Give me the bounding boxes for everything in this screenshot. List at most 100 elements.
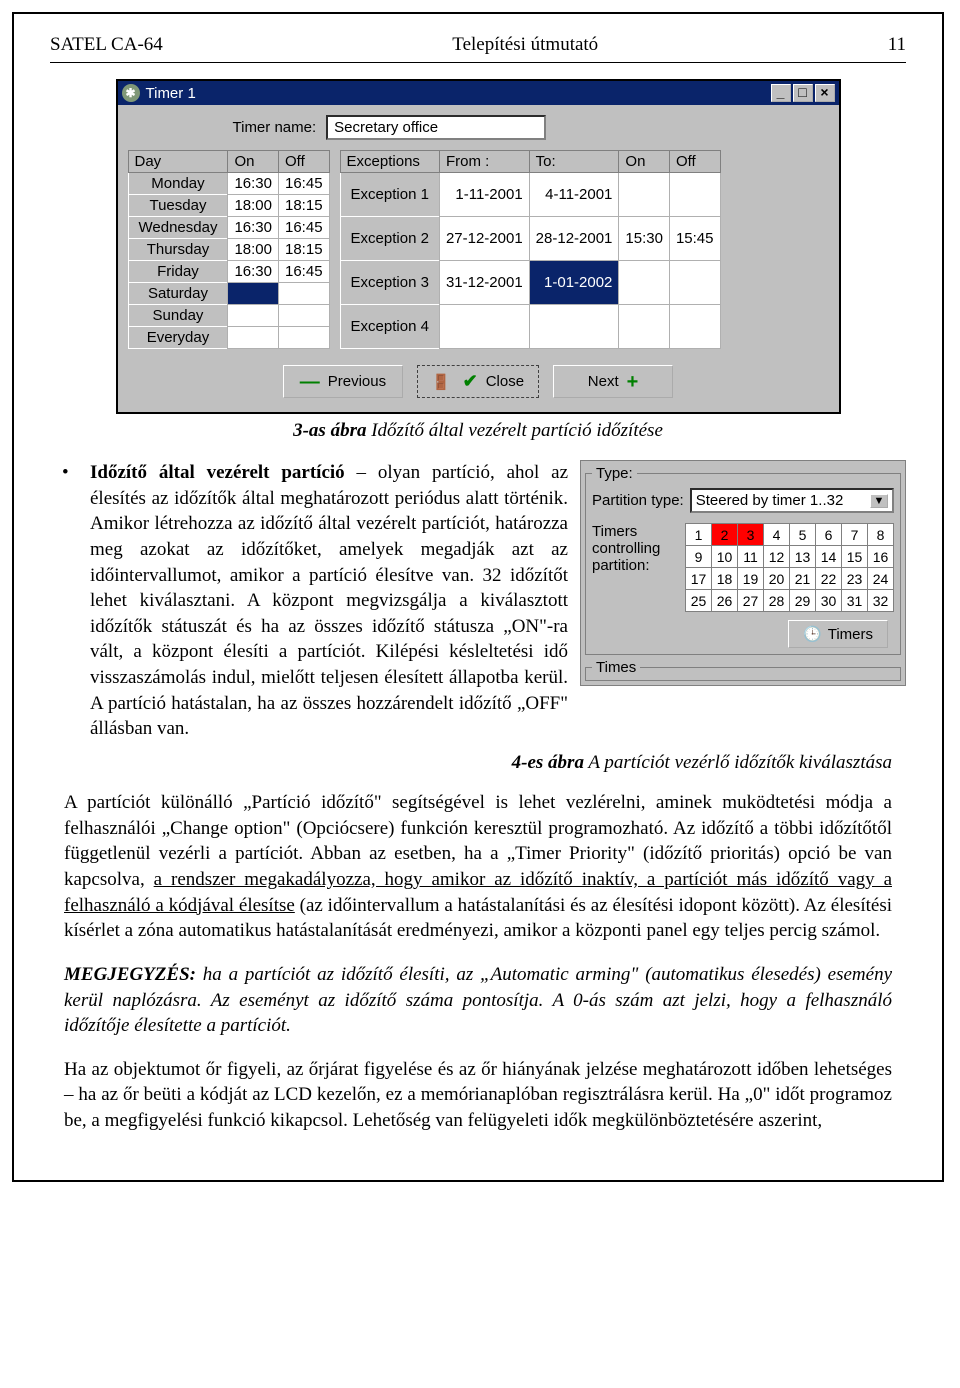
chevron-down-icon: ▼ [870,494,888,508]
off-cell[interactable]: 16:45 [279,217,330,239]
timer-number-cell[interactable]: 5 [790,524,816,546]
system-menu-icon[interactable]: ✱ [122,84,140,102]
partition-type-select[interactable]: Steered by timer 1..32 ▼ [690,488,894,513]
col-day: Day [128,151,228,173]
exc-on-cell[interactable]: 15:30 [619,217,670,261]
exc-off-cell[interactable] [669,173,720,217]
timer-number-cell[interactable]: 1 [686,524,712,546]
timer-number-cell[interactable]: 14 [816,546,842,568]
partition-type-label: Partition type: [592,492,684,509]
timers-number-grid[interactable]: 1234567891011121314151617181920212223242… [685,523,894,612]
timer-number-cell[interactable]: 7 [842,524,868,546]
next-button[interactable]: Next + [553,365,673,398]
timer-number-cell[interactable]: 3 [738,524,764,546]
timer-number-cell[interactable]: 31 [842,590,868,612]
off-cell[interactable] [279,327,330,349]
timer-number-cell[interactable]: 25 [686,590,712,612]
timer-number-cell[interactable]: 8 [868,524,894,546]
on-cell[interactable]: 16:30 [228,217,279,239]
timers-button[interactable]: 🕒 Timers [788,620,888,648]
minimize-button[interactable]: _ [771,84,791,102]
bullet-paragraph: • Időzítő által vezérelt partíció – olya… [90,460,568,742]
exc-label-cell[interactable]: Exception 2 [340,217,439,261]
exc-label-cell[interactable]: Exception 3 [340,261,439,305]
timer-number-cell[interactable]: 18 [712,568,738,590]
col-eon: On [619,151,670,173]
exc-from-cell[interactable] [439,305,529,349]
exc-to-cell[interactable]: 1-01-2002 [529,261,619,305]
exc-to-cell[interactable] [529,305,619,349]
exc-on-cell[interactable] [619,261,670,305]
timer-number-cell[interactable]: 16 [868,546,894,568]
bullet-title: Időzítő által vezérelt partíció [90,462,345,483]
timer-number-cell[interactable]: 17 [686,568,712,590]
header-title: Telepítési útmutató [163,34,888,56]
on-cell[interactable] [228,283,279,305]
previous-button[interactable]: — Previous [283,365,403,398]
day-cell[interactable]: Thursday [128,239,228,261]
exc-label-cell[interactable]: Exception 1 [340,173,439,217]
off-cell[interactable] [279,283,330,305]
exc-off-cell[interactable] [669,305,720,349]
exc-from-cell[interactable]: 27-12-2001 [439,217,529,261]
timer-number-cell[interactable]: 13 [790,546,816,568]
exc-to-cell[interactable]: 28-12-2001 [529,217,619,261]
on-cell[interactable] [228,327,279,349]
maximize-button[interactable]: □ [793,84,813,102]
day-cell[interactable]: Sunday [128,305,228,327]
timer-number-cell[interactable]: 21 [790,568,816,590]
off-cell[interactable]: 16:45 [279,261,330,283]
day-cell[interactable]: Monday [128,173,228,195]
close-window-button[interactable]: × [815,84,835,102]
exc-to-cell[interactable]: 4-11-2001 [529,173,619,217]
close-button[interactable]: 🚪 ✔ Close [417,365,539,398]
timer-number-cell[interactable]: 10 [712,546,738,568]
timer-number-cell[interactable]: 6 [816,524,842,546]
day-cell[interactable]: Everyday [128,327,228,349]
on-cell[interactable] [228,305,279,327]
timer-number-cell[interactable]: 12 [764,546,790,568]
off-cell[interactable]: 16:45 [279,173,330,195]
minus-icon: — [300,376,320,388]
off-cell[interactable] [279,305,330,327]
timer-number-cell[interactable]: 29 [790,590,816,612]
timer-number-cell[interactable]: 15 [842,546,868,568]
off-cell[interactable]: 18:15 [279,239,330,261]
timer-number-cell[interactable]: 32 [868,590,894,612]
exc-on-cell[interactable] [619,173,670,217]
timer-name-input[interactable]: Secretary office [326,115,546,140]
on-cell[interactable]: 16:30 [228,261,279,283]
timer-name-label: Timer name: [233,119,317,136]
timer-number-cell[interactable]: 27 [738,590,764,612]
timer-number-cell[interactable]: 24 [868,568,894,590]
on-cell[interactable]: 16:30 [228,173,279,195]
timer-number-cell[interactable]: 20 [764,568,790,590]
previous-label: Previous [328,373,386,390]
timer-number-cell[interactable]: 11 [738,546,764,568]
timer-number-cell[interactable]: 28 [764,590,790,612]
timer-number-cell[interactable]: 22 [816,568,842,590]
timer-number-cell[interactable]: 19 [738,568,764,590]
timer-number-cell[interactable]: 2 [712,524,738,546]
on-cell[interactable]: 18:00 [228,239,279,261]
exc-from-cell[interactable]: 1-11-2001 [439,173,529,217]
timer-number-cell[interactable]: 30 [816,590,842,612]
day-cell[interactable]: Friday [128,261,228,283]
exc-off-cell[interactable] [669,261,720,305]
exc-off-cell[interactable]: 15:45 [669,217,720,261]
off-cell[interactable]: 18:15 [279,195,330,217]
timer-number-cell[interactable]: 26 [712,590,738,612]
on-cell[interactable]: 18:00 [228,195,279,217]
day-cell[interactable]: Wednesday [128,217,228,239]
timers-button-label: Timers [828,626,873,643]
exc-on-cell[interactable] [619,305,670,349]
exc-from-cell[interactable]: 31-12-2001 [439,261,529,305]
day-cell[interactable]: Saturday [128,283,228,305]
exc-label-cell[interactable]: Exception 4 [340,305,439,349]
note-label: MEGJEGYZÉS: [64,964,196,985]
timer-number-cell[interactable]: 4 [764,524,790,546]
timer-number-cell[interactable]: 9 [686,546,712,568]
timer-number-cell[interactable]: 23 [842,568,868,590]
day-cell[interactable]: Tuesday [128,195,228,217]
bullet-text: – olyan partíció, ahol az élesítés az id… [90,462,568,739]
